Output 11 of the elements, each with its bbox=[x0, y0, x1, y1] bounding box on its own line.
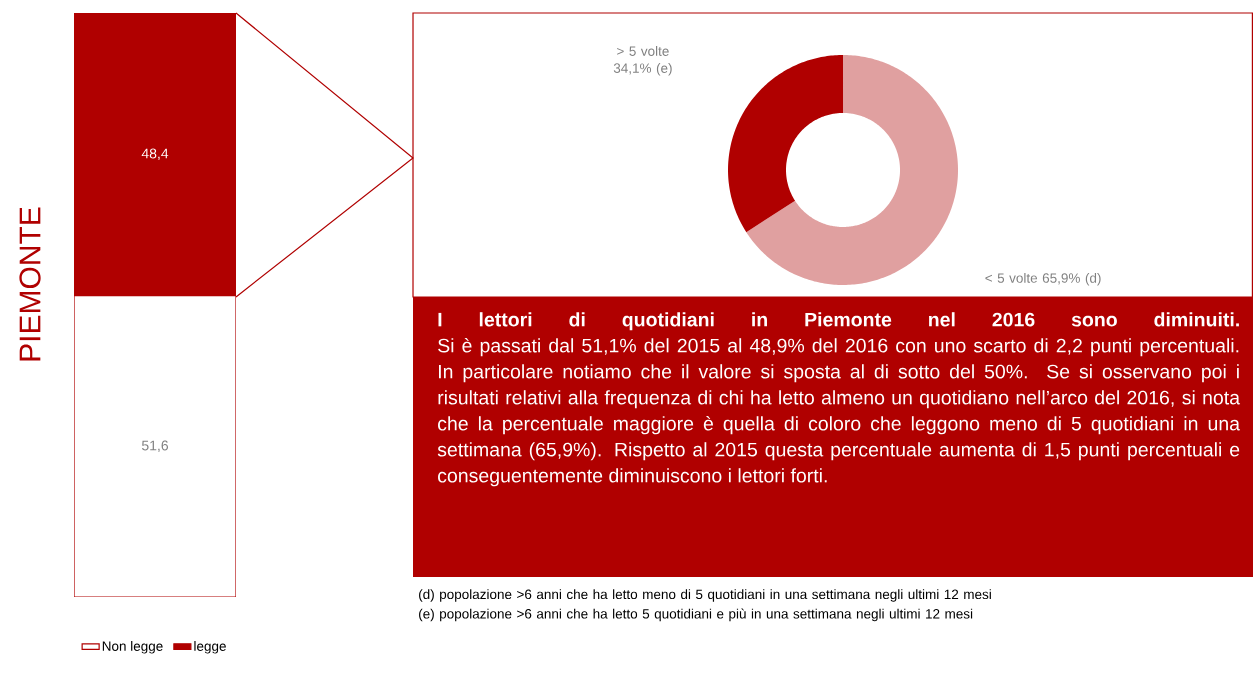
legend-label: Non legge bbox=[102, 640, 163, 654]
legend-label: legge bbox=[194, 640, 226, 654]
text: I lettori di quotidiani in Piemonte nel 2016 sono diminuiti. bbox=[438, 312, 1239, 331]
slice-label: > 5 volte 34,1% (e) bbox=[613, 45, 672, 76]
text: (d) popolazione >6 anni che ha letto meno di 5 quotidiani in una settimana negli ultimi 12 mesi bbox=[419, 589, 991, 602]
y-axis-title: PIEMONTE bbox=[19, 207, 41, 361]
data-label: 48,4 bbox=[141, 148, 169, 161]
slice-label: < 5 volte 65,9% (d) bbox=[985, 272, 1101, 286]
text: Si è passati dal 51,1% del 2015 al 48,9% del 2016 con uno scarto di 2,2 punti percentuali. In particolare notiamo che il valore si sposta al di sotto del 50%. Se si osservano poi i risultati relativi alla frequenza di chi ha letto almeno un quotidiano nell’arco del 2016, si nota che la percentuale maggiore è quella di coloro che leggono meno di 5 quotidiani in una settimana (65,9%). Rispetto al 2015 questa percentuale aumenta di 1,5 punti percentuali e conseguentemente diminuiscono i lettori forti. bbox=[437, 337, 1241, 487]
text: (e) popolazione >6 anni che ha letto 5 quotidiani e più in una settimana negli ultimi 12 mesi bbox=[419, 608, 973, 622]
data-label: 51,6 bbox=[141, 440, 169, 453]
